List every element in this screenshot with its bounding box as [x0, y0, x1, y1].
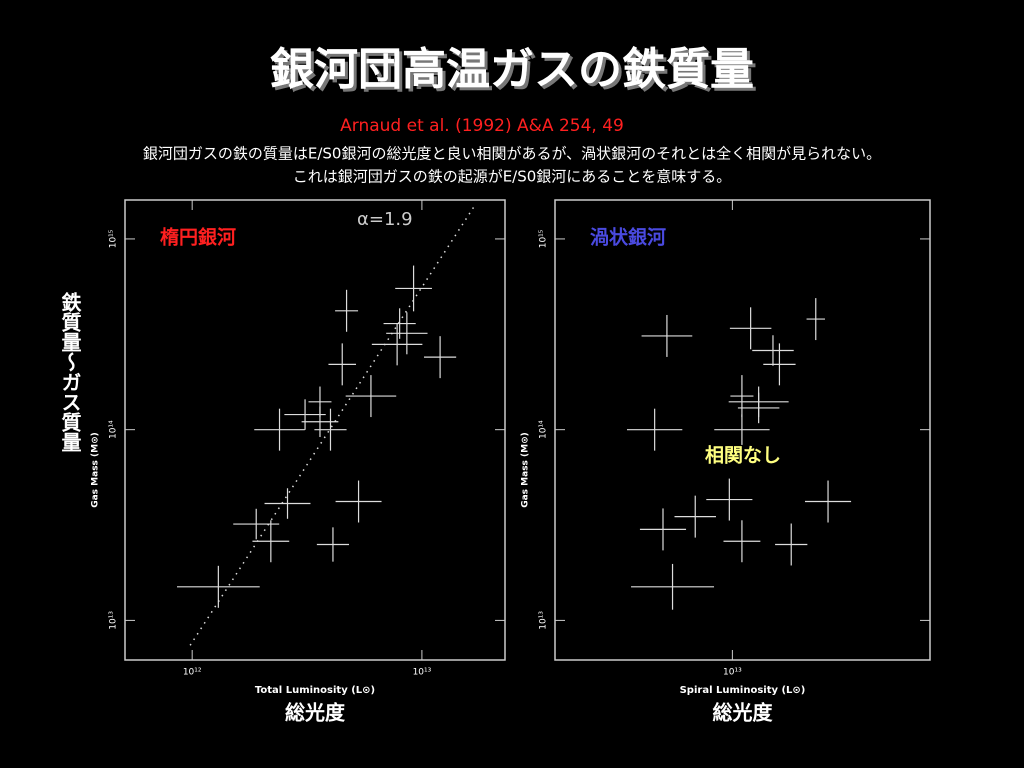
y-tick-label: 10¹³ [539, 611, 549, 630]
y-tick-label: 10¹³ [109, 611, 119, 630]
y-axis-label: Gas Mass (M⊙) [91, 432, 101, 508]
side-label: 鉄質量～ガス質量 [58, 291, 82, 452]
x-tick-label: 10¹³ [723, 668, 742, 678]
panel-label: 渦状銀河 [590, 226, 666, 249]
x-axis-label-jp: 総光度 [713, 701, 774, 725]
y-tick-label: 10¹⁵ [539, 229, 549, 248]
description-line: これは銀河団ガスの鉄の起源がE/S0銀河にあることを意味する。 [293, 168, 732, 186]
y-axis-label: Gas Mass (M⊙) [521, 432, 531, 508]
panel-label: 楕円銀河 [160, 226, 236, 249]
x-tick-label: 10¹² [183, 668, 202, 678]
x-axis-label: Total Luminosity (L⊙) [255, 685, 375, 696]
fit-label: α=1.9 [357, 209, 413, 230]
note: 相関なし [705, 445, 781, 467]
slide-title: 銀河団高温ガスの鉄質量 [270, 44, 754, 95]
x-axis-label: Spiral Luminosity (L⊙) [680, 685, 806, 696]
citation: Arnaud et al. (1992) A&A 254, 49 [340, 116, 624, 136]
y-tick-label: 10¹⁴ [109, 420, 119, 439]
x-tick-label: 10¹³ [413, 668, 432, 678]
x-axis-label-jp: 総光度 [285, 701, 346, 725]
fit-line [189, 204, 476, 646]
y-tick-label: 10¹⁴ [539, 420, 549, 439]
description-line: 銀河団ガスの鉄の質量はE/S0銀河の総光度と良い相関があるが、渦状銀河のそれとは… [143, 145, 881, 163]
y-tick-label: 10¹⁵ [109, 229, 119, 248]
